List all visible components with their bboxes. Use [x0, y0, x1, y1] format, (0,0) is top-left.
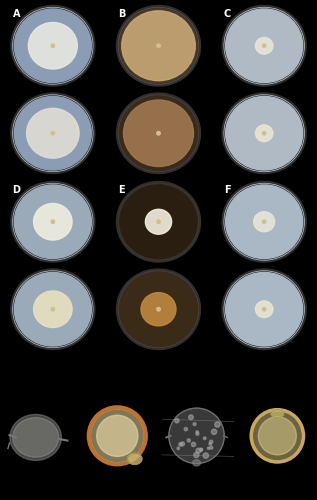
- Circle shape: [203, 453, 209, 458]
- Text: 10μm: 10μm: [252, 472, 266, 477]
- Circle shape: [157, 132, 160, 135]
- Ellipse shape: [11, 269, 95, 349]
- Circle shape: [262, 308, 266, 311]
- Ellipse shape: [256, 125, 273, 142]
- Ellipse shape: [256, 38, 273, 54]
- Ellipse shape: [34, 291, 72, 328]
- Circle shape: [215, 422, 220, 427]
- Ellipse shape: [226, 9, 303, 83]
- Ellipse shape: [117, 182, 200, 262]
- Circle shape: [262, 44, 266, 48]
- Ellipse shape: [226, 272, 303, 346]
- Circle shape: [191, 442, 196, 446]
- Ellipse shape: [254, 212, 275, 232]
- Ellipse shape: [27, 108, 79, 158]
- Ellipse shape: [11, 182, 95, 262]
- Text: H: H: [83, 404, 91, 413]
- Ellipse shape: [146, 210, 171, 234]
- Circle shape: [51, 308, 55, 311]
- Circle shape: [51, 220, 55, 224]
- Circle shape: [196, 432, 199, 436]
- Ellipse shape: [256, 301, 273, 318]
- Circle shape: [203, 437, 206, 440]
- Text: I: I: [162, 404, 166, 413]
- Ellipse shape: [117, 269, 200, 349]
- Text: C: C: [224, 9, 231, 19]
- Circle shape: [207, 447, 210, 450]
- Ellipse shape: [122, 11, 195, 80]
- Circle shape: [90, 409, 144, 463]
- Ellipse shape: [120, 185, 197, 258]
- Circle shape: [51, 44, 55, 48]
- Ellipse shape: [28, 22, 77, 69]
- Circle shape: [187, 439, 191, 442]
- Circle shape: [211, 429, 217, 434]
- Ellipse shape: [222, 6, 306, 86]
- Circle shape: [169, 408, 224, 464]
- Ellipse shape: [34, 204, 72, 240]
- Ellipse shape: [222, 93, 306, 174]
- Ellipse shape: [226, 185, 303, 258]
- Text: A: A: [13, 9, 20, 19]
- Circle shape: [200, 448, 203, 450]
- Ellipse shape: [11, 6, 95, 86]
- Ellipse shape: [226, 96, 303, 170]
- Ellipse shape: [117, 93, 200, 174]
- Circle shape: [193, 422, 196, 426]
- Ellipse shape: [11, 93, 95, 174]
- Ellipse shape: [120, 9, 197, 83]
- Circle shape: [258, 417, 296, 455]
- Ellipse shape: [222, 269, 306, 349]
- Circle shape: [97, 415, 138, 457]
- Circle shape: [209, 442, 211, 445]
- Text: D: D: [13, 185, 21, 195]
- Circle shape: [175, 418, 179, 423]
- Circle shape: [210, 440, 213, 444]
- Circle shape: [194, 452, 199, 458]
- Circle shape: [157, 308, 160, 311]
- Circle shape: [210, 446, 213, 449]
- Text: 20μm: 20μm: [177, 472, 191, 477]
- Circle shape: [262, 220, 266, 224]
- Ellipse shape: [141, 292, 176, 326]
- Circle shape: [177, 447, 179, 450]
- Circle shape: [51, 132, 55, 135]
- Text: B: B: [118, 9, 126, 19]
- Circle shape: [262, 132, 266, 135]
- Ellipse shape: [120, 272, 197, 346]
- Ellipse shape: [192, 460, 201, 466]
- Ellipse shape: [222, 182, 306, 262]
- Text: G: G: [4, 404, 12, 413]
- Ellipse shape: [14, 185, 91, 258]
- Ellipse shape: [14, 272, 91, 346]
- Circle shape: [157, 44, 160, 48]
- Circle shape: [189, 415, 193, 420]
- Ellipse shape: [14, 96, 91, 170]
- Circle shape: [196, 448, 201, 453]
- Ellipse shape: [120, 96, 197, 170]
- Ellipse shape: [117, 6, 200, 86]
- Ellipse shape: [124, 100, 193, 166]
- Circle shape: [180, 442, 184, 446]
- Circle shape: [157, 220, 160, 224]
- Circle shape: [252, 410, 303, 461]
- Text: E: E: [118, 185, 125, 195]
- Text: 10μm: 10μm: [94, 472, 108, 477]
- Text: F: F: [224, 185, 230, 195]
- Ellipse shape: [10, 414, 61, 461]
- Circle shape: [199, 448, 202, 452]
- Text: 10μm: 10μm: [14, 472, 29, 477]
- Ellipse shape: [13, 418, 59, 457]
- Ellipse shape: [14, 9, 91, 83]
- Circle shape: [184, 428, 188, 431]
- Text: J: J: [242, 404, 245, 413]
- Circle shape: [196, 431, 198, 434]
- Ellipse shape: [127, 454, 142, 464]
- Ellipse shape: [271, 410, 284, 418]
- Circle shape: [179, 442, 182, 446]
